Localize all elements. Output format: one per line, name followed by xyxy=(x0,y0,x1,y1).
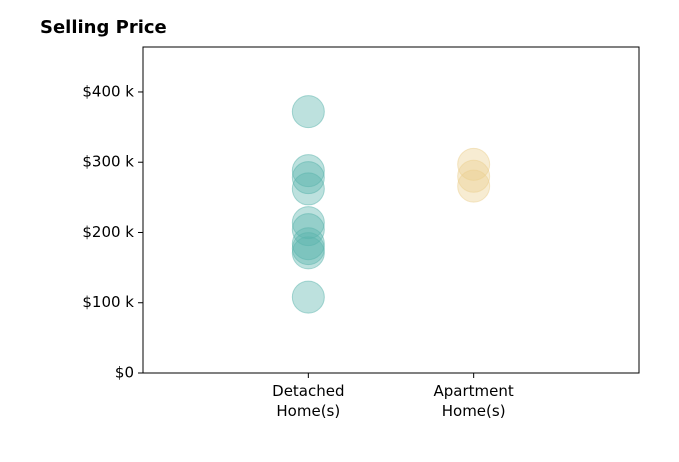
y-tick-label: $300 k xyxy=(82,153,134,171)
x-tick-label: Detached Home(s) xyxy=(272,382,345,420)
point xyxy=(291,236,325,270)
y-tick-label: $200 k xyxy=(82,223,134,241)
point xyxy=(291,95,325,129)
x-tick-label: Apartment Home(s) xyxy=(433,382,514,420)
point xyxy=(291,206,325,240)
point xyxy=(291,172,325,206)
point xyxy=(291,154,325,188)
plot-frame xyxy=(142,46,640,374)
point xyxy=(291,161,325,195)
point xyxy=(457,159,491,193)
point xyxy=(291,227,325,261)
point xyxy=(291,280,325,314)
point xyxy=(291,213,325,247)
point xyxy=(291,232,325,266)
y-tick-label: $0 xyxy=(115,364,134,382)
y-tick-label: $400 k xyxy=(82,82,134,100)
chart-title: Selling Price xyxy=(40,17,167,38)
y-tick-label: $100 k xyxy=(82,293,134,311)
point xyxy=(457,169,491,203)
